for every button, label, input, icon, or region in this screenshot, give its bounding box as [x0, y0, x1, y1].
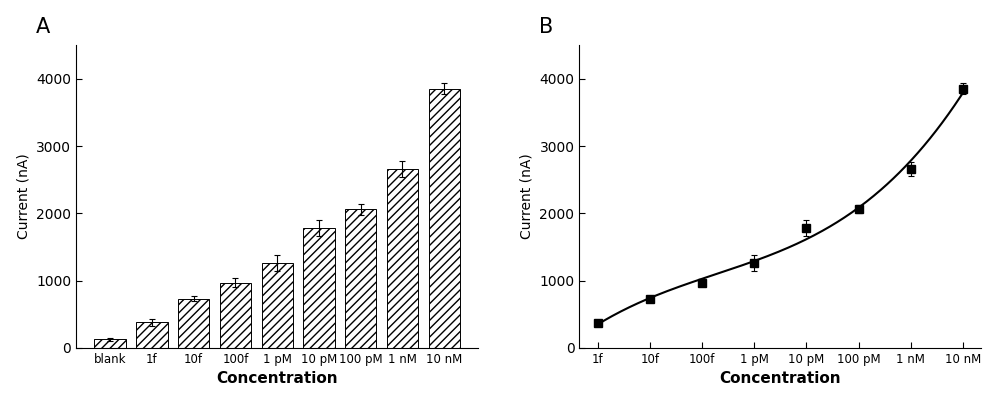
X-axis label: Concentration: Concentration [719, 371, 841, 386]
Bar [262, 263, 293, 348]
Bar [303, 228, 335, 348]
Bar [94, 339, 126, 348]
Bar [387, 169, 418, 348]
Y-axis label: Current (nA): Current (nA) [17, 154, 31, 239]
Bar [220, 283, 251, 348]
Bar [136, 322, 168, 348]
X-axis label: Concentration: Concentration [216, 371, 338, 386]
Bar [429, 89, 460, 348]
Text: B: B [539, 17, 553, 37]
Bar [178, 299, 209, 348]
Y-axis label: Current (nA): Current (nA) [520, 154, 534, 239]
Text: A: A [36, 17, 50, 37]
Bar [345, 209, 376, 348]
